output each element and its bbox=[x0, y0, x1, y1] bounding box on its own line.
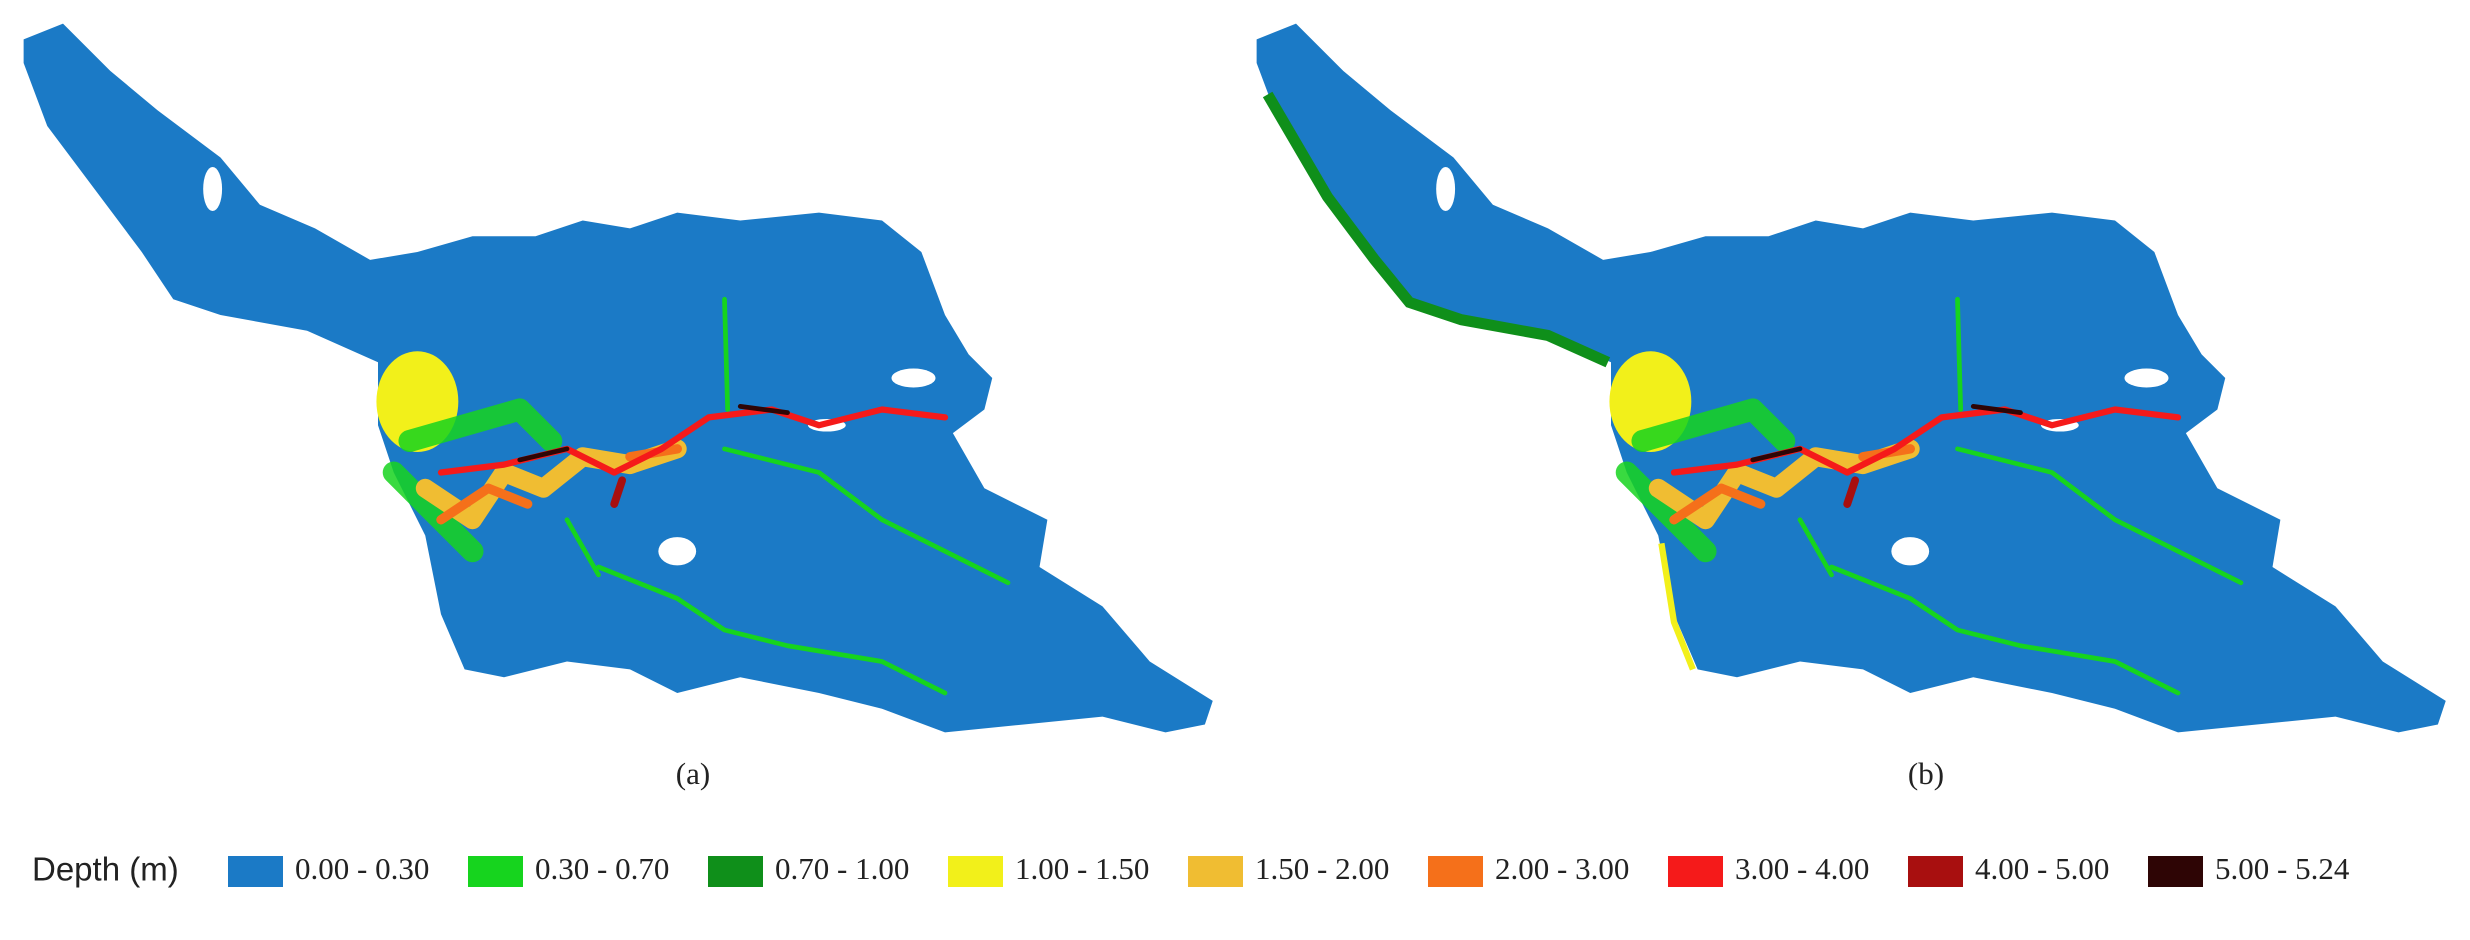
legend: 0.00 - 0.30 0.30 - 0.70 0.70 - 1.00 1.00 - … bbox=[228, 851, 2350, 887]
legend-swatch bbox=[228, 856, 283, 887]
edge-strip bbox=[1262, 91, 1611, 368]
legend-swatch bbox=[1428, 856, 1483, 887]
legend-label: 2.00 - 3.00 bbox=[1495, 851, 1629, 886]
legend-swatch bbox=[1908, 856, 1963, 887]
legend-label: 3.00 - 4.00 bbox=[1735, 851, 1869, 886]
legend-swatch bbox=[708, 856, 763, 887]
legend-label: 0.30 - 0.70 bbox=[535, 851, 669, 886]
legend-title: Depth (m) bbox=[32, 851, 179, 888]
legend-label: 0.70 - 1.00 bbox=[775, 851, 909, 886]
legend-swatch bbox=[1188, 856, 1243, 887]
legend-swatch bbox=[2148, 856, 2203, 887]
map-b bbox=[1257, 24, 2446, 733]
basin-map bbox=[24, 24, 1213, 733]
basin-map bbox=[1257, 24, 2446, 733]
panel-label: (a) bbox=[676, 756, 710, 791]
legend-label: 1.00 - 1.50 bbox=[1015, 851, 1149, 886]
legend-swatch bbox=[948, 856, 1003, 887]
legend-label: 0.00 - 0.30 bbox=[295, 851, 429, 886]
legend-label: 4.00 - 5.00 bbox=[1975, 851, 2109, 886]
legend-swatch bbox=[468, 856, 523, 887]
panel-label: (b) bbox=[1908, 756, 1944, 791]
edge-strip bbox=[1658, 542, 1696, 671]
legend-label: 1.50 - 2.00 bbox=[1255, 851, 1389, 886]
legend-label: 5.00 - 5.24 bbox=[2215, 851, 2350, 886]
legend-swatch bbox=[1668, 856, 1723, 887]
map-a bbox=[24, 24, 1213, 733]
